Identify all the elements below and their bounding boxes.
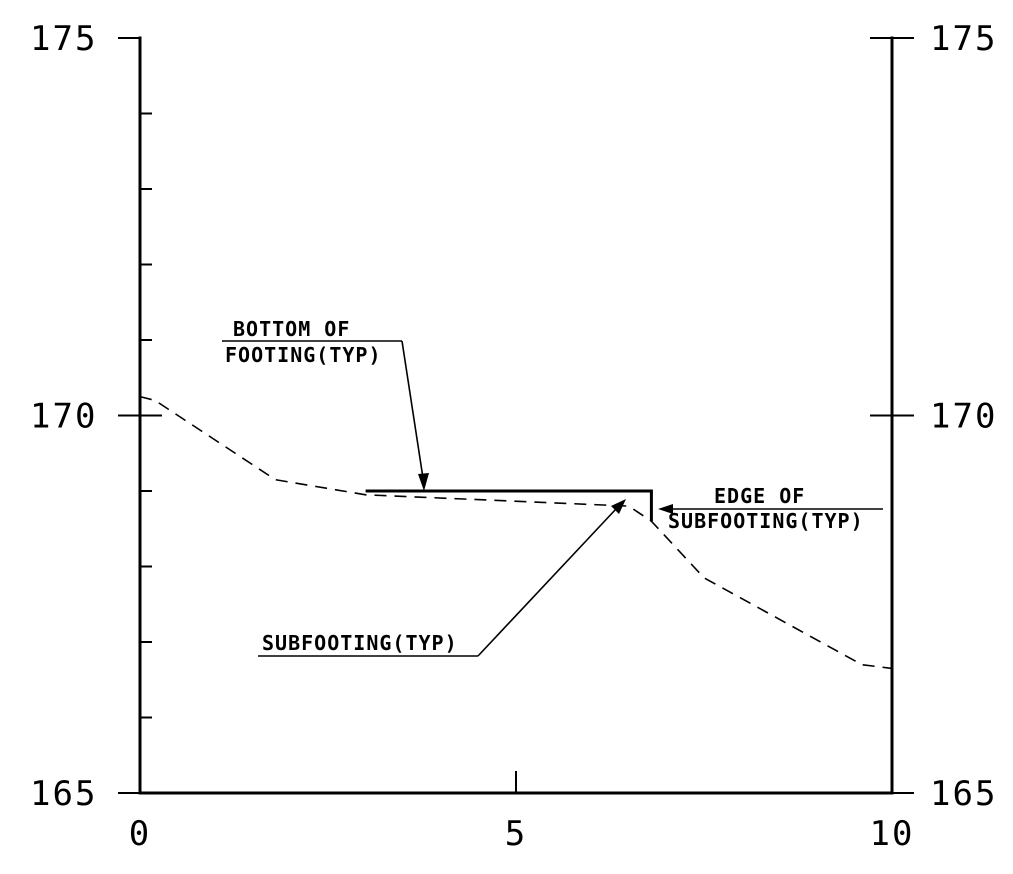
y-tick-label-right: 165 [930, 774, 997, 814]
y-tick-label-left: 175 [30, 19, 97, 59]
annotation-edge-of-subfooting: EDGE OF SUBFOOTING(TYP) [658, 484, 883, 533]
annotation-edge-of-subfooting-arrow [658, 504, 673, 514]
annotation-subfooting-leader [477, 508, 617, 657]
tick-labels: 165 165 170 170 175 175 0 5 10 [30, 19, 997, 854]
x-tick-label: 5 [505, 814, 527, 854]
annotation-subfooting: SUBFOOTING(TYP) [258, 499, 626, 657]
annotations: BOTTOM OF FOOTING(TYP) EDGE OF SUBFOOTIN… [222, 317, 883, 657]
y-tick-label-right: 175 [930, 19, 997, 59]
existing-ground-line [139, 395, 893, 670]
annotation-edge-of-subfooting-line-2: SUBFOOTING(TYP) [668, 509, 864, 533]
annotation-bottom-of-footing-arrow [418, 473, 429, 491]
annotation-subfooting-arrow [611, 499, 626, 514]
annotation-bottom-of-footing-line-1: BOTTOM OF [233, 317, 350, 341]
annotation-bottom-of-footing-leader [401, 340, 424, 479]
x-tick-label: 0 [129, 814, 151, 854]
annotation-bottom-of-footing-line-2: FOOTING(TYP) [225, 343, 382, 367]
ticks [118, 37, 914, 794]
y-tick-label-left: 170 [30, 397, 97, 437]
y-tick-label-left: 165 [30, 774, 97, 814]
annotation-edge-of-subfooting-line-1: EDGE OF [714, 484, 805, 508]
annotation-bottom-of-footing: BOTTOM OF FOOTING(TYP) [222, 317, 429, 491]
series [139, 395, 893, 670]
x-tick-label: 10 [870, 814, 915, 854]
footing-line [365, 489, 653, 522]
axes [138, 36, 894, 795]
y-tick-label-right: 170 [930, 397, 997, 437]
annotation-subfooting-line-1: SUBFOOTING(TYP) [262, 631, 458, 655]
